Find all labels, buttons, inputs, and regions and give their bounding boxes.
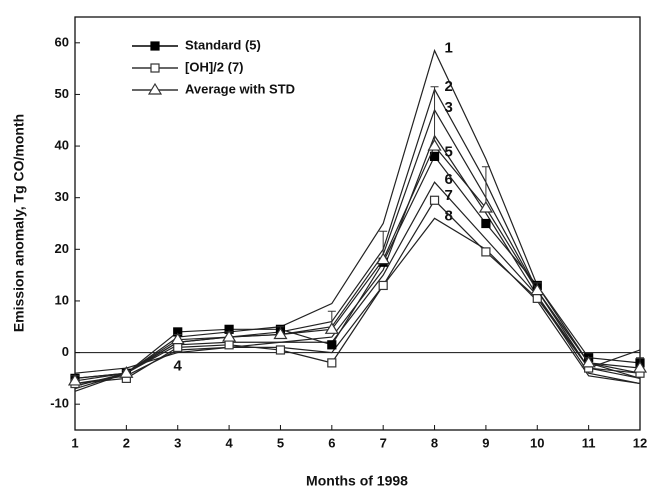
curve-label: 7 <box>445 187 453 204</box>
x-tick-label: 12 <box>633 435 647 450</box>
y-tick-label: 20 <box>55 241 69 256</box>
legend-label: [OH]/2 (7) <box>185 59 244 74</box>
x-tick-label: 4 <box>225 435 233 450</box>
point <box>530 283 545 296</box>
scenario-line <box>74 108 641 387</box>
curve-label: 6 <box>445 171 453 188</box>
point <box>378 280 388 291</box>
error-bar <box>430 86 439 147</box>
x-tick-label: 1 <box>71 435 78 450</box>
point <box>224 340 234 350</box>
point <box>581 355 596 368</box>
point <box>427 138 442 151</box>
legend-marker <box>150 41 160 51</box>
x-tick-label: 8 <box>431 435 438 450</box>
point <box>327 358 337 368</box>
point <box>273 327 288 340</box>
point <box>327 340 337 350</box>
x-tick-label: 11 <box>582 435 596 450</box>
x-tick-label: 9 <box>482 435 489 450</box>
curve-label: 8 <box>445 207 453 224</box>
point <box>376 252 391 265</box>
scenario-line <box>74 217 641 385</box>
series-line <box>74 155 641 379</box>
point <box>67 373 83 386</box>
point <box>324 322 339 334</box>
y-tick-label: 0 <box>62 344 69 359</box>
curve-label: 2 <box>445 78 453 95</box>
x-tick-label: 6 <box>328 435 335 450</box>
legend-marker <box>147 82 163 95</box>
point <box>429 195 440 205</box>
scenario-line <box>74 48 641 392</box>
x-tick-label: 2 <box>123 435 130 450</box>
point <box>173 342 183 352</box>
scenario-line <box>74 87 641 390</box>
point <box>481 218 491 229</box>
legend-label: Standard (5) <box>185 37 261 52</box>
curve-label: 3 <box>445 99 453 116</box>
point <box>222 329 237 342</box>
point <box>119 366 134 378</box>
curve-label: 4 <box>174 358 183 375</box>
x-axis-label: Months of 1998 <box>306 473 408 489</box>
x-tick-label: 7 <box>380 435 387 450</box>
curve-label: 5 <box>445 143 453 160</box>
x-tick-label: 10 <box>530 435 544 450</box>
y-axis-label: Emission anomaly, Tg CO/month <box>11 114 27 332</box>
point <box>170 332 185 345</box>
series-line <box>74 144 641 382</box>
y-tick-label: 10 <box>55 292 69 307</box>
point <box>429 151 440 161</box>
curve-label: 1 <box>445 40 453 57</box>
point <box>632 360 648 373</box>
x-tick-label: 3 <box>174 435 181 450</box>
legend-marker <box>150 63 160 73</box>
plot-frame <box>74 16 641 431</box>
legend-label: Average with STD <box>185 81 295 96</box>
series-line <box>74 199 641 385</box>
point <box>275 345 286 355</box>
x-tick-label: 5 <box>277 435 284 450</box>
y-tick-label: 60 <box>55 34 69 49</box>
scenario-line <box>74 181 641 379</box>
y-tick-label: 40 <box>55 138 69 153</box>
point <box>478 200 493 213</box>
point <box>481 247 491 257</box>
y-tick-label: -10 <box>50 396 69 411</box>
y-tick-label: 50 <box>55 86 69 101</box>
y-tick-label: 30 <box>55 189 69 204</box>
